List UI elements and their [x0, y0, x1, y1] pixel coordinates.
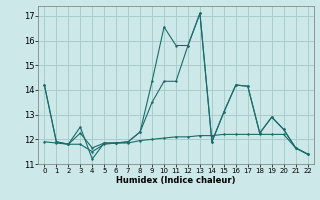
X-axis label: Humidex (Indice chaleur): Humidex (Indice chaleur)	[116, 176, 236, 185]
